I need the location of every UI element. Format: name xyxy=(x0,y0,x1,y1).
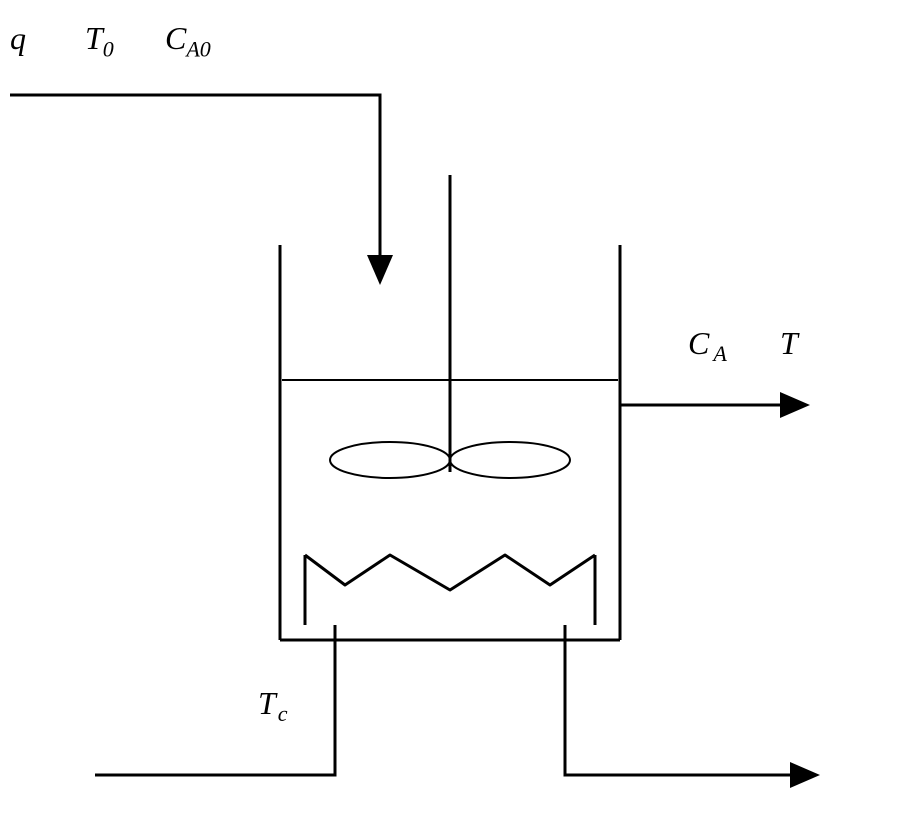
label-coolant-temp: Tc xyxy=(258,685,288,727)
label-outlet-conc: CA xyxy=(688,325,727,367)
diagram-svg xyxy=(0,0,899,830)
label-inlet-temp: T0 xyxy=(85,20,114,62)
label-outlet-temp: T xyxy=(780,325,798,362)
label-inlet-conc: CA0 xyxy=(165,20,211,62)
cstr-diagram: q T0 CA0 CA T Tc xyxy=(0,0,899,830)
label-inlet-flow: q xyxy=(10,20,26,57)
